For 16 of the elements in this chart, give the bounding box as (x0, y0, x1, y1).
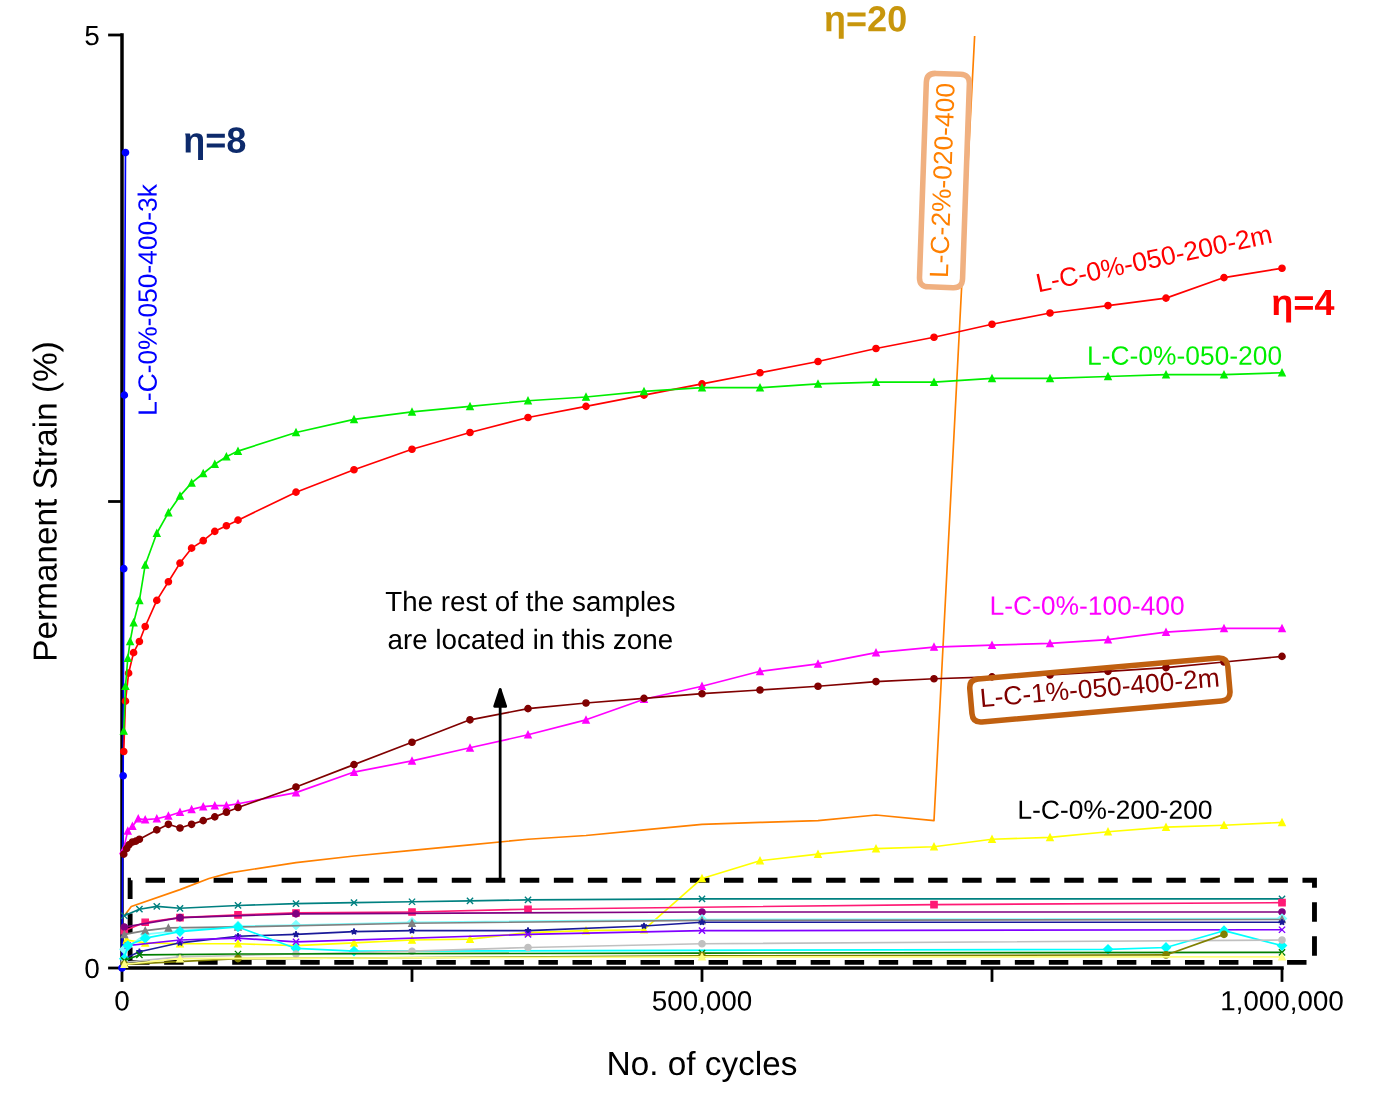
x-tick-label: 1,000,000 (1222, 990, 1343, 1014)
series-label: L-C-0%-200-200 (1019, 800, 1212, 820)
series-label: L-C-0%-050-200 (1089, 346, 1282, 365)
text: L-C-0%-050-400-3k (137, 184, 157, 414)
x-axis-title: No. of cycles (609, 1050, 797, 1082)
annotation: The rest of the samples are located in this zone (385, 590, 675, 650)
annotation: η=4 (1273, 290, 1335, 323)
text: L-C-2%-020-400 (929, 83, 955, 277)
annotation: η=8 (185, 127, 246, 161)
series-label: L-C-1%-050-400-2m (981, 668, 1219, 708)
annotation: η=20 (825, 6, 906, 39)
y-tick-label: 5 (85, 25, 99, 46)
x-tick-label: 0 (115, 990, 129, 1011)
x-tick-label: 500,000 (652, 990, 752, 1014)
y-axis-title: Permanent Strain (%) (32, 343, 64, 659)
series-label: L-C-0%-100-400 (991, 596, 1184, 615)
